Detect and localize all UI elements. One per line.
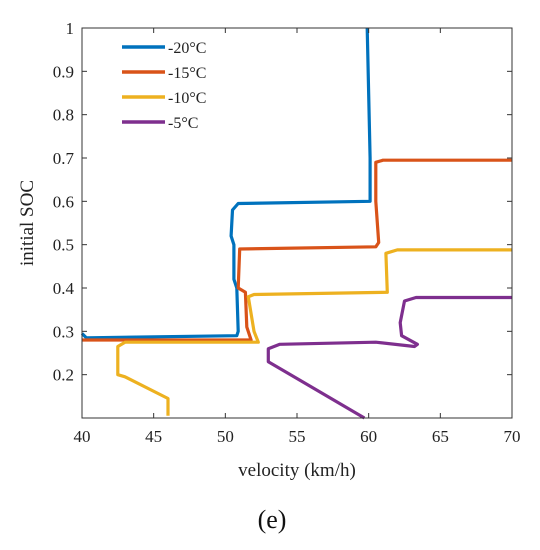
x-tick-label: 60: [360, 427, 377, 446]
axes-box: [81, 27, 513, 419]
y-tick-label: 0.7: [53, 149, 75, 168]
series-line-2: [82, 158, 512, 342]
x-tick-label: 40: [74, 427, 91, 446]
legend-label: -15°C: [168, 65, 206, 82]
x-tick-label: 50: [217, 427, 234, 446]
y-tick-label: 0.3: [53, 322, 74, 341]
legend-label: -10°C: [168, 90, 206, 107]
x-tick-label: 70: [504, 427, 521, 446]
y-tick-label: 1: [66, 19, 75, 38]
y-tick-label: 0.8: [53, 106, 74, 125]
y-tick-label: 0.6: [53, 192, 74, 211]
legend-label: -20°C: [168, 40, 206, 57]
y-tick-label: 0.2: [53, 366, 74, 385]
y-tick-label: 0.9: [53, 62, 74, 81]
y-tick-label: 0.5: [53, 236, 74, 255]
x-tick-label: 55: [289, 427, 306, 446]
y-axis-label: initial SOC: [17, 180, 38, 266]
y-tick-label: 0.4: [53, 279, 75, 298]
legend-label: -5°C: [168, 115, 198, 132]
series-line-1: [80, 27, 372, 340]
series-line-4: [266, 295, 512, 420]
axis-ticks: 40 45 50 55 60 65 70 0.2 0.3 0.4 0.5 0.6 0.7 0.8 0.9 1: [53, 19, 521, 446]
x-tick-label: 65: [432, 427, 449, 446]
legend: -20°C -15°C -10°C -5°C: [122, 40, 206, 132]
plot-lines: [80, 27, 512, 420]
panel-label: (e): [258, 505, 287, 534]
x-axis-label: velocity (km/h): [238, 460, 356, 481]
series-line-3: [116, 248, 512, 416]
x-tick-label: 45: [145, 427, 162, 446]
